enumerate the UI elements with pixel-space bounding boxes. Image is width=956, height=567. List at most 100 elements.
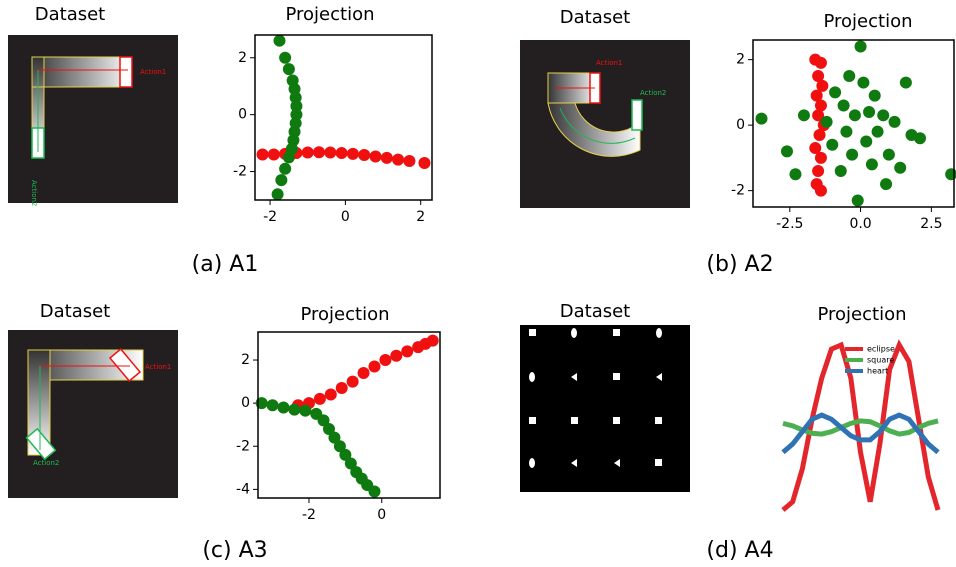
y-tick-label: 2	[238, 50, 247, 66]
point	[854, 40, 867, 53]
point	[797, 109, 810, 122]
point	[899, 76, 912, 89]
y-tick-label: 0	[241, 395, 250, 411]
chart-title: Projection	[300, 304, 389, 325]
point	[877, 109, 890, 122]
point	[282, 151, 295, 164]
point	[324, 388, 337, 401]
x-tick-label: -2	[302, 507, 316, 523]
point	[814, 56, 827, 69]
point	[401, 345, 414, 358]
point	[814, 184, 827, 197]
point	[914, 132, 927, 145]
dataset-image-d	[520, 325, 690, 492]
point	[780, 145, 793, 158]
annotation: Action1	[140, 68, 166, 76]
point	[369, 150, 382, 163]
point	[275, 174, 288, 187]
x-tick-label: 0	[377, 507, 386, 523]
point	[277, 401, 290, 414]
point	[418, 157, 431, 170]
x-tick-label: 0	[341, 209, 350, 225]
point	[392, 153, 405, 166]
annotation: Action2	[33, 459, 59, 467]
point	[871, 125, 884, 138]
point	[301, 146, 314, 159]
point	[335, 382, 348, 395]
plot-frame	[254, 34, 433, 201]
x-tick-label: 2.5	[920, 216, 942, 232]
dataset-title: Dataset	[560, 301, 631, 322]
point	[426, 334, 439, 347]
x-tick-label: -2	[263, 209, 277, 225]
y-tick-label: 2	[241, 352, 250, 368]
dataset-image-a	[8, 35, 178, 203]
dataset-image-c	[8, 330, 178, 498]
point	[346, 147, 359, 160]
point	[888, 115, 901, 128]
point	[339, 448, 352, 461]
point	[282, 63, 295, 76]
point	[271, 188, 284, 201]
point	[789, 168, 802, 181]
line	[782, 418, 939, 437]
point	[843, 70, 856, 83]
point	[848, 109, 861, 122]
point	[379, 354, 392, 367]
y-tick-label: -2	[236, 438, 250, 454]
point	[840, 125, 853, 138]
point	[346, 375, 359, 388]
point	[829, 86, 842, 99]
point	[755, 112, 768, 125]
point	[812, 164, 825, 177]
point	[279, 51, 292, 64]
legend-label: heart	[867, 367, 888, 376]
line	[781, 412, 940, 455]
caption: (c) A3	[202, 538, 267, 563]
dataset-title: Dataset	[40, 301, 111, 322]
point	[324, 146, 337, 159]
point	[851, 194, 864, 207]
point	[809, 142, 822, 155]
caption: (a) A1	[192, 252, 259, 277]
point	[860, 135, 873, 148]
point	[816, 79, 829, 92]
annotation: Action2	[30, 180, 38, 206]
point	[882, 148, 895, 161]
point	[256, 148, 269, 161]
point	[344, 457, 357, 470]
legend-label: eclipse	[867, 345, 895, 354]
point	[812, 109, 825, 122]
point	[834, 164, 847, 177]
point	[368, 360, 381, 373]
line	[781, 339, 941, 512]
dataset-title: Dataset	[35, 4, 106, 25]
point	[335, 147, 348, 160]
point	[317, 414, 330, 427]
caption: (b) A2	[706, 252, 773, 277]
point	[880, 178, 893, 191]
point	[358, 149, 371, 162]
annotation: Action1	[145, 363, 171, 371]
point	[333, 440, 346, 453]
point	[837, 99, 850, 112]
point	[814, 99, 827, 112]
point	[810, 89, 823, 102]
point	[814, 151, 827, 164]
point	[826, 138, 839, 151]
point	[290, 100, 303, 113]
point	[857, 76, 870, 89]
point	[273, 34, 286, 47]
chart-title: Projection	[823, 11, 912, 32]
point	[894, 161, 907, 174]
y-tick-label: -2	[731, 183, 745, 199]
point	[267, 148, 280, 161]
dataset-image-b	[520, 40, 690, 208]
plot-frame	[257, 331, 441, 499]
point	[846, 148, 859, 161]
plot-frame	[752, 39, 955, 208]
point	[288, 403, 301, 416]
point	[313, 146, 326, 159]
y-tick-label: 2	[736, 52, 745, 68]
